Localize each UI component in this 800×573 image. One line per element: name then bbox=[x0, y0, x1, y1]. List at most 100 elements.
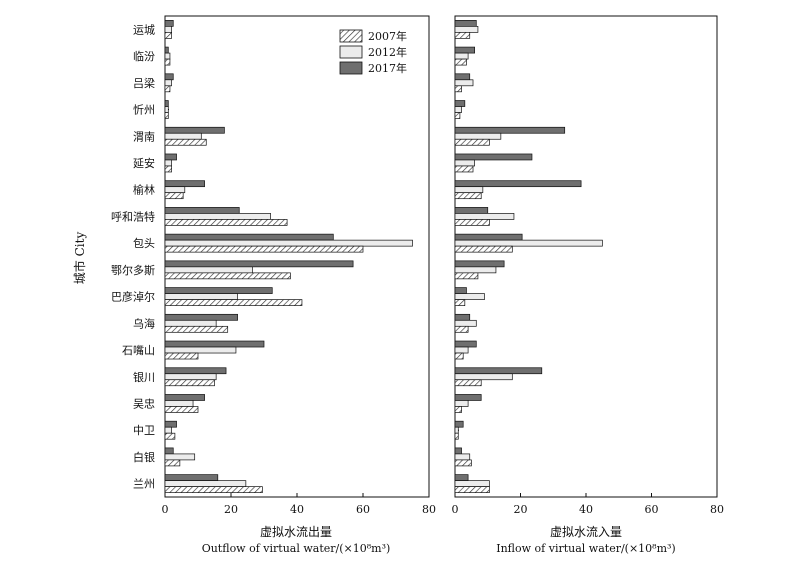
y-axis-title: 城市 City bbox=[72, 232, 87, 285]
inflow-bar-2012年 bbox=[454, 453, 471, 461]
outflow-bar-2017年 bbox=[164, 153, 177, 161]
inflow-bar-2007年 bbox=[454, 85, 462, 93]
outflow-bar-2012年 bbox=[164, 400, 194, 407]
inflow-bar-2012年 bbox=[454, 132, 502, 140]
inflow-x-tick-label: 40 bbox=[579, 503, 593, 516]
inflow-bar-2017年 bbox=[454, 100, 466, 107]
legend-label-2012: 2012年 bbox=[368, 45, 407, 59]
city-label: 巴彦淖尔 bbox=[111, 290, 155, 304]
inflow-bar-2012年 bbox=[454, 266, 497, 274]
legend-label-2007: 2007年 bbox=[368, 29, 407, 43]
outflow-bar-2007年 bbox=[164, 32, 172, 39]
inflow-bar-2007年 bbox=[454, 138, 490, 146]
outflow-bar-2012年 bbox=[164, 453, 196, 461]
outflow-bar-2012年 bbox=[164, 266, 253, 274]
outflow-bar-2012年 bbox=[164, 106, 169, 113]
outflow-bar-2007年 bbox=[164, 406, 199, 413]
inflow-bar-2017年 bbox=[454, 73, 471, 81]
legend-swatch-2017 bbox=[339, 61, 363, 75]
inflow-bar-2007年 bbox=[454, 192, 482, 200]
inflow-bar-2012年 bbox=[454, 480, 490, 487]
outflow-bar-2012年 bbox=[164, 319, 217, 327]
outflow-bar-2012年 bbox=[164, 239, 413, 247]
city-label: 渭南 bbox=[133, 130, 155, 143]
inflow-bar-2017年 bbox=[454, 20, 477, 27]
outflow-bar-2012年 bbox=[164, 373, 217, 381]
outflow-bar-2007年 bbox=[164, 299, 303, 306]
inflow-bar-2007年 bbox=[454, 112, 461, 119]
inflow-bar-2017年 bbox=[454, 420, 464, 428]
inflow-bar-2007年 bbox=[454, 32, 471, 39]
inflow-x-tick-label: 60 bbox=[645, 503, 659, 516]
outflow-bar-2007年 bbox=[164, 245, 364, 253]
outflow-bar-2017年 bbox=[164, 367, 227, 375]
city-label: 忻州 bbox=[133, 104, 155, 117]
inflow-bar-2017年 bbox=[454, 447, 462, 455]
outflow-bar-2017年 bbox=[164, 474, 219, 481]
inflow-axis-title-cn: 虚拟水流入量 bbox=[550, 525, 622, 539]
inflow-bar-2007年 bbox=[454, 58, 467, 66]
inflow-bar-2012年 bbox=[454, 293, 485, 300]
outflow-bar-2007年 bbox=[164, 58, 171, 66]
city-label: 吴忠 bbox=[133, 397, 155, 410]
inflow-bar-2007年 bbox=[454, 459, 472, 467]
inflow-axis-title-en: Inflow of virtual water/(×10⁸m³) bbox=[496, 542, 675, 555]
outflow-bar-2017年 bbox=[164, 73, 174, 81]
city-label: 临汾 bbox=[133, 49, 155, 63]
inflow-bar-2012年 bbox=[454, 319, 477, 327]
outflow-bar-2007年 bbox=[164, 219, 288, 226]
outflow-bar-2017年 bbox=[164, 126, 225, 134]
outflow-bar-2017年 bbox=[164, 100, 169, 107]
outflow-bar-2007年 bbox=[164, 85, 171, 93]
inflow-bar-2017年 bbox=[454, 126, 566, 134]
inflow-bar-2012年 bbox=[454, 106, 462, 113]
inflow-bar-2017年 bbox=[454, 153, 533, 161]
outflow-bar-2017年 bbox=[164, 313, 238, 321]
inflow-bar-2017年 bbox=[454, 313, 471, 321]
outflow-bar-2007年 bbox=[164, 379, 215, 387]
inflow-x-tick-label: 20 bbox=[514, 503, 528, 516]
outflow-bar-2012年 bbox=[164, 293, 238, 300]
outflow-bar-2007年 bbox=[164, 192, 184, 200]
city-label: 呼和浩特 bbox=[111, 209, 155, 223]
city-label: 石嘴山 bbox=[122, 344, 155, 357]
outflow-bar-2017年 bbox=[164, 46, 169, 54]
inflow-bar-2017年 bbox=[454, 340, 477, 348]
outflow-bar-2007年 bbox=[164, 459, 181, 467]
outflow-bar-2012年 bbox=[164, 52, 171, 60]
outflow-bar-2007年 bbox=[164, 486, 263, 493]
outflow-bar-2017年 bbox=[164, 394, 205, 401]
outflow-bar-2012年 bbox=[164, 346, 237, 354]
outflow-bar-2007年 bbox=[164, 352, 199, 360]
city-label: 吕梁 bbox=[133, 76, 155, 90]
inflow-bar-2007年 bbox=[454, 352, 464, 360]
outflow-bar-2012年 bbox=[164, 159, 172, 167]
outflow-bar-2007年 bbox=[164, 272, 291, 280]
inflow-bar-2017年 bbox=[454, 46, 475, 54]
inflow-bar-2012年 bbox=[454, 239, 603, 247]
legend-swatch-2012 bbox=[339, 45, 363, 59]
inflow-bar-2017年 bbox=[454, 260, 505, 268]
outflow-x-tick-label: 80 bbox=[422, 503, 436, 516]
outflow-bar-2017年 bbox=[164, 340, 265, 348]
inflow-bar-2017年 bbox=[454, 394, 482, 401]
outflow-bar-2007年 bbox=[164, 138, 207, 146]
city-label: 包头 bbox=[133, 237, 155, 250]
inflow-panel: 0 20 40 60 80 bbox=[452, 15, 724, 516]
legend-swatch-2007 bbox=[339, 29, 363, 43]
outflow-bar-2017年 bbox=[164, 207, 240, 214]
inflow-bar-2007年 bbox=[454, 406, 462, 413]
city-label: 乌海 bbox=[133, 316, 155, 330]
inflow-bar-2017年 bbox=[454, 180, 582, 188]
city-label: 白银 bbox=[133, 450, 155, 464]
outflow-x-tick-label: 0 bbox=[162, 503, 169, 516]
outflow-axis-title-cn: 虚拟水流出量 bbox=[260, 525, 332, 539]
inflow-bar-2017年 bbox=[454, 474, 469, 481]
legend-label-2017: 2017年 bbox=[368, 61, 407, 75]
outflow-bar-2012年 bbox=[164, 26, 172, 33]
outflow-panel: 0 20 40 60 80 运城临汾吕梁忻州渭南延安榆林呼和浩特包头鄂尔多斯巴彦淖尔乌海石… bbox=[111, 15, 436, 516]
inflow-bar-2012年 bbox=[454, 79, 474, 87]
outflow-bar-2017年 bbox=[164, 20, 174, 27]
city-label: 兰州 bbox=[133, 478, 155, 491]
